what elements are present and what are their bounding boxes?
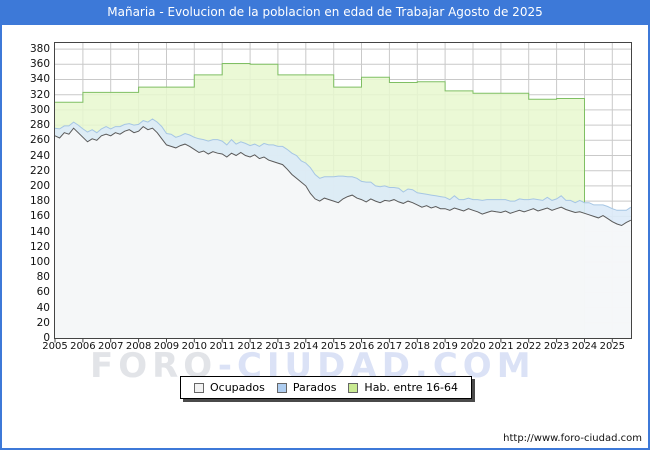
x-tick-2008: 2008 <box>125 341 152 352</box>
x-tick-2022: 2022 <box>515 341 542 352</box>
x-tick-2009: 2009 <box>153 341 180 352</box>
y-tick-140: 140 <box>29 225 50 238</box>
y-tick-20: 20 <box>36 316 50 329</box>
x-tick-2019: 2019 <box>432 341 458 352</box>
chart-svg <box>54 42 632 343</box>
x-tick-2007: 2007 <box>97 341 124 352</box>
y-tick-300: 300 <box>29 103 50 116</box>
x-tick-2010: 2010 <box>181 341 208 352</box>
x-tick-2014: 2014 <box>293 341 319 352</box>
y-tick-260: 260 <box>29 134 50 147</box>
x-tick-2006: 2006 <box>70 341 96 352</box>
x-tick-2015: 2015 <box>320 341 347 352</box>
page-title: Mañaria - Evolucion de la poblacion en e… <box>0 0 650 25</box>
y-tick-340: 340 <box>29 73 50 86</box>
y-tick-160: 160 <box>29 210 50 223</box>
legend-swatch-hab <box>348 382 359 393</box>
y-tick-120: 120 <box>29 240 50 253</box>
legend-swatch-parados <box>276 382 287 393</box>
x-tick-2023: 2023 <box>543 341 570 352</box>
y-tick-60: 60 <box>36 286 50 299</box>
chart-legend: Ocupados Parados Hab. entre 16-64 <box>180 376 472 399</box>
site-url: http://www.foro-ciudad.com <box>503 433 642 444</box>
x-tick-2011: 2011 <box>209 341 235 352</box>
x-tick-2021: 2021 <box>488 341 514 352</box>
x-tick-2016: 2016 <box>348 341 375 352</box>
y-tick-360: 360 <box>29 58 50 71</box>
y-tick-320: 320 <box>29 88 50 101</box>
y-tick-240: 240 <box>29 149 50 162</box>
legend-item-hab: Hab. entre 16-64 <box>348 381 458 394</box>
chart-plot <box>54 42 632 348</box>
x-tick-2018: 2018 <box>404 341 430 352</box>
legend-label-ocupados: Ocupados <box>210 381 265 394</box>
x-tick-2020: 2020 <box>460 341 486 352</box>
x-tick-2017: 2017 <box>376 341 403 352</box>
x-tick-2005: 2005 <box>42 341 68 352</box>
legend-swatch-ocupados <box>194 382 204 393</box>
y-tick-380: 380 <box>29 43 50 56</box>
y-tick-100: 100 <box>29 255 50 268</box>
y-tick-0: 0 <box>43 332 50 344</box>
x-tick-2012: 2012 <box>237 341 263 352</box>
y-tick-40: 40 <box>36 301 50 314</box>
y-tick-220: 220 <box>29 164 50 177</box>
y-tick-180: 180 <box>29 195 50 208</box>
legend-item-ocupados: Ocupados <box>194 381 265 394</box>
y-tick-80: 80 <box>36 271 50 284</box>
x-tick-2025: 2025 <box>599 341 626 352</box>
y-tick-200: 200 <box>29 179 50 192</box>
y-tick-280: 280 <box>29 119 50 132</box>
legend-label-hab: Hab. entre 16-64 <box>364 381 458 394</box>
legend-label-parados: Parados <box>292 381 337 394</box>
x-tick-2024: 2024 <box>571 341 598 352</box>
legend-item-parados: Parados <box>276 381 337 394</box>
x-tick-2013: 2013 <box>265 341 291 352</box>
